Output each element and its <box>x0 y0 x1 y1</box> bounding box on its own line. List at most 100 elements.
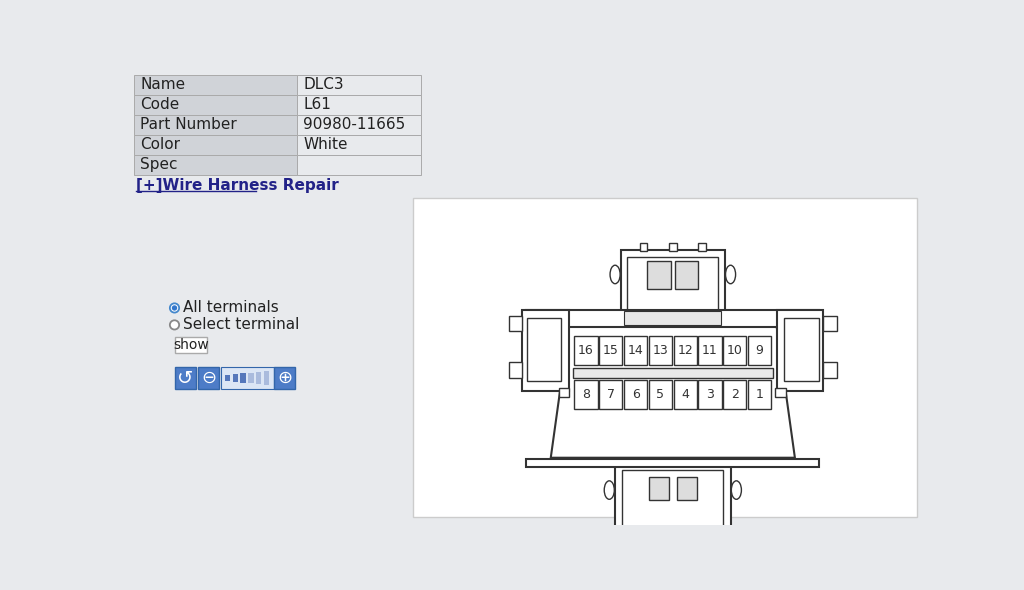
Bar <box>174 367 197 389</box>
Text: L61: L61 <box>303 97 331 112</box>
Bar <box>669 243 677 251</box>
Text: 14: 14 <box>628 344 643 357</box>
Text: Name: Name <box>140 77 185 92</box>
Bar <box>736 458 744 463</box>
Bar <box>297 155 421 175</box>
Bar <box>649 336 672 365</box>
Bar <box>775 388 785 397</box>
Bar <box>248 373 254 384</box>
Text: ⊖: ⊖ <box>201 369 216 387</box>
Bar <box>768 322 775 327</box>
Bar <box>570 458 578 463</box>
Bar <box>509 362 522 378</box>
Bar <box>748 336 771 365</box>
Circle shape <box>170 303 179 313</box>
Bar <box>623 470 723 531</box>
Text: show: show <box>173 338 209 352</box>
Bar <box>572 368 773 378</box>
Text: 11: 11 <box>702 344 718 357</box>
Bar <box>675 458 682 463</box>
Bar <box>297 135 421 155</box>
Bar <box>558 388 569 397</box>
Bar <box>736 322 744 327</box>
Bar <box>748 380 771 409</box>
Bar <box>748 322 755 327</box>
Bar <box>716 458 723 463</box>
Text: 10: 10 <box>727 344 742 357</box>
Ellipse shape <box>604 481 614 499</box>
Text: Spec: Spec <box>140 158 178 172</box>
Bar <box>256 372 261 384</box>
Bar <box>509 316 522 332</box>
Bar <box>581 458 588 463</box>
Bar <box>134 94 297 114</box>
Bar <box>414 198 916 517</box>
Bar <box>649 380 672 409</box>
Bar <box>643 458 650 463</box>
Text: 90980-11665: 90980-11665 <box>303 117 406 132</box>
Bar <box>706 458 713 463</box>
Bar <box>685 322 692 327</box>
Bar <box>726 458 733 463</box>
Bar <box>633 458 640 463</box>
Bar <box>621 250 725 313</box>
Bar <box>297 94 421 114</box>
Bar <box>675 322 682 327</box>
Text: 6: 6 <box>632 388 640 401</box>
Text: [+]Wire Harness Repair: [+]Wire Harness Repair <box>136 178 339 193</box>
Text: 3: 3 <box>707 388 714 401</box>
Text: 15: 15 <box>603 344 618 357</box>
Bar <box>823 362 838 378</box>
Bar <box>297 114 421 135</box>
Bar <box>526 459 819 467</box>
Bar <box>823 316 838 332</box>
Bar <box>297 75 421 94</box>
Bar <box>685 458 692 463</box>
Bar <box>602 458 609 463</box>
Ellipse shape <box>726 266 735 284</box>
Bar <box>758 322 765 327</box>
Bar <box>225 375 230 381</box>
Text: DLC3: DLC3 <box>303 77 344 92</box>
Text: 5: 5 <box>656 388 665 401</box>
Bar <box>174 337 207 353</box>
Text: ↺: ↺ <box>177 369 194 388</box>
Bar <box>784 317 818 382</box>
Bar <box>527 317 561 382</box>
Text: 13: 13 <box>652 344 669 357</box>
Text: 12: 12 <box>677 344 693 357</box>
Ellipse shape <box>610 266 621 284</box>
Bar <box>574 380 598 409</box>
Text: 9: 9 <box>756 344 764 357</box>
Bar <box>134 114 297 135</box>
Bar <box>612 322 620 327</box>
Bar <box>134 135 297 155</box>
Bar <box>134 155 297 175</box>
Bar <box>695 322 702 327</box>
Bar <box>241 373 246 383</box>
Bar <box>273 367 295 389</box>
Bar <box>643 322 650 327</box>
Bar <box>591 458 599 463</box>
Bar <box>674 380 697 409</box>
Ellipse shape <box>731 481 741 499</box>
Bar <box>723 380 746 409</box>
Text: 7: 7 <box>607 388 614 401</box>
Bar <box>653 322 660 327</box>
Bar <box>198 367 219 389</box>
Bar <box>698 336 722 365</box>
Bar <box>624 380 647 409</box>
Bar <box>134 75 297 94</box>
Text: Color: Color <box>140 137 180 152</box>
Text: Part Number: Part Number <box>140 117 238 132</box>
Bar <box>263 371 269 385</box>
Bar <box>581 322 588 327</box>
Bar <box>623 458 630 463</box>
Bar <box>674 336 697 365</box>
Bar <box>599 336 623 365</box>
Bar <box>526 310 819 327</box>
Bar <box>664 458 672 463</box>
Polygon shape <box>551 327 795 458</box>
Bar <box>591 322 599 327</box>
Circle shape <box>172 305 177 311</box>
